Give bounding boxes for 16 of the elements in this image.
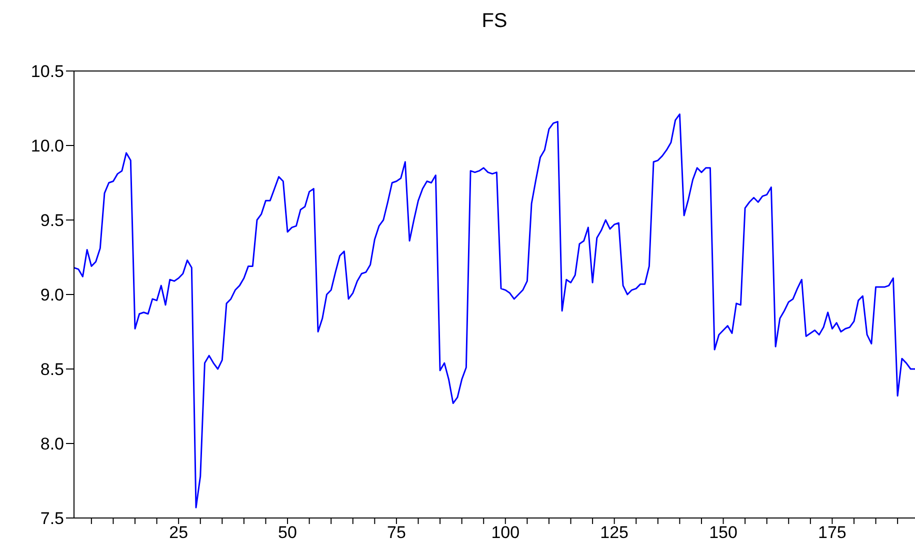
- y-tick-label: 10.0: [30, 136, 64, 156]
- x-tick-label: 175: [818, 523, 846, 542]
- x-tick-label: 125: [600, 523, 629, 542]
- y-tick-label: 7.5: [40, 509, 64, 528]
- y-tick-label: 9.0: [40, 286, 64, 305]
- y-tick-label: 9.5: [40, 211, 64, 230]
- x-tick-label: 150: [709, 523, 738, 542]
- x-tick-label: 50: [278, 523, 297, 542]
- y-tick-label: 8.0: [40, 434, 64, 454]
- x-tick-label: 75: [386, 523, 406, 542]
- chart-title: FS: [480, 10, 508, 33]
- y-tick-label: 8.5: [40, 360, 64, 380]
- y-tick-label: 10.5: [30, 62, 64, 82]
- x-tick-label: 25: [169, 523, 188, 542]
- x-tick-label: 100: [491, 523, 520, 542]
- line-series: [74, 113, 915, 508]
